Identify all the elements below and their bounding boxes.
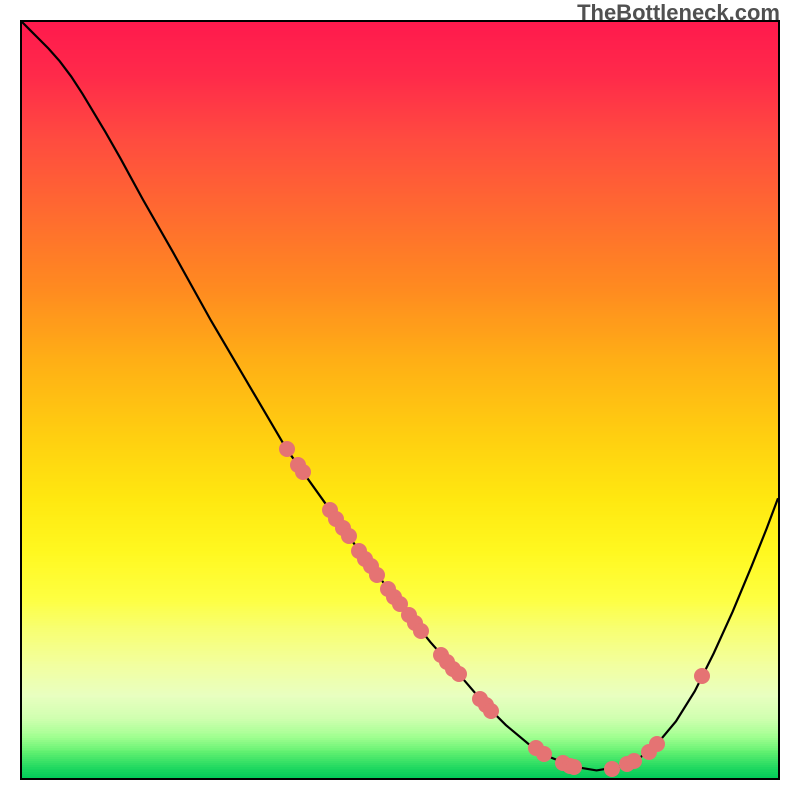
data-point-marker bbox=[536, 746, 552, 762]
data-point-marker bbox=[451, 666, 467, 682]
data-point-marker bbox=[626, 753, 642, 769]
chart-root: TheBottleneck.com bbox=[0, 0, 800, 800]
data-point-marker bbox=[483, 703, 499, 719]
gradient-strip bbox=[22, 778, 778, 780]
markers-layer bbox=[22, 22, 778, 778]
data-point-marker bbox=[413, 623, 429, 639]
plot-area bbox=[20, 20, 780, 780]
data-point-marker bbox=[341, 528, 357, 544]
data-point-marker bbox=[604, 761, 620, 777]
data-point-marker bbox=[369, 567, 385, 583]
data-point-marker bbox=[694, 668, 710, 684]
data-point-marker bbox=[566, 759, 582, 775]
data-point-marker bbox=[649, 736, 665, 752]
data-point-marker bbox=[295, 464, 311, 480]
data-point-marker bbox=[279, 441, 295, 457]
